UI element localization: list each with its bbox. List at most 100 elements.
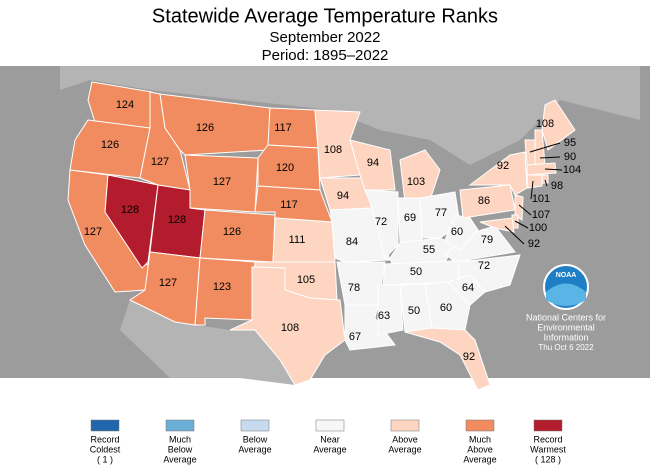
rank-label: 128 — [121, 204, 139, 216]
rank-labels: 124 126 127 128 127 126 127 128 126 127 123 117 120 1… — [84, 99, 581, 363]
title: Statewide Average Temperature Ranks — [152, 5, 498, 27]
rank-label: 90 — [564, 151, 576, 163]
rank-label: 108 — [281, 322, 299, 334]
state — [404, 327, 491, 391]
legend-label: Average — [163, 454, 196, 464]
rank-label: 72 — [478, 260, 490, 272]
rank-label: 94 — [337, 190, 349, 202]
rank-label: 105 — [297, 274, 315, 286]
legend-label: Above — [467, 444, 493, 454]
rank-label: 108 — [324, 144, 342, 156]
legend-swatch — [315, 419, 345, 432]
legend-label: Average — [313, 444, 346, 454]
rank-label: 104 — [563, 164, 581, 176]
legend-label: Much — [469, 434, 491, 444]
subtitle: September 2022 — [270, 29, 381, 46]
legend-label: Average — [238, 444, 271, 454]
legend-label: Record — [90, 434, 119, 444]
state — [229, 266, 346, 386]
rank-label: 84 — [346, 236, 358, 248]
rank-label: 95 — [564, 137, 576, 149]
legend-swatch — [533, 419, 563, 432]
rank-label: 111 — [289, 234, 306, 246]
rank-label: 69 — [404, 212, 416, 224]
state — [377, 284, 404, 336]
rank-label: 55 — [423, 244, 435, 256]
legend-label: Near — [320, 434, 340, 444]
state — [514, 194, 524, 221]
rank-label: 127 — [151, 156, 169, 168]
mexico — [120, 300, 295, 385]
legend-swatch — [90, 419, 120, 432]
legend-label: Below — [168, 444, 193, 454]
state — [444, 214, 479, 251]
rank-label: 107 — [532, 209, 550, 221]
state — [399, 149, 441, 203]
state — [479, 217, 515, 233]
rank-label: 79 — [481, 234, 493, 246]
states — [67, 81, 576, 391]
rank-label: 50 — [408, 305, 420, 317]
rank-label: 120 — [276, 162, 294, 174]
state — [364, 189, 399, 259]
state — [104, 174, 159, 269]
leader-line — [504, 225, 525, 245]
legend-label: Much — [169, 434, 191, 444]
rank-label: 64 — [462, 282, 474, 294]
legend-swatch — [240, 419, 270, 432]
rank-label: 72 — [375, 216, 387, 228]
state — [541, 174, 549, 184]
state — [524, 139, 536, 166]
legend-label: Above — [392, 434, 418, 444]
rank-label: 78 — [348, 282, 360, 294]
rank-label: 92 — [497, 160, 509, 172]
credit-text: Information — [543, 332, 588, 342]
legend-label: Average — [388, 444, 421, 454]
rank-label: 86 — [478, 195, 490, 207]
rank-label: 127 — [84, 226, 102, 238]
leader-line — [530, 180, 534, 200]
rank-label: 101 — [532, 193, 550, 205]
rank-label: 108 — [536, 118, 554, 130]
credit-text: National Centers for — [526, 312, 606, 322]
legend-label: Below — [243, 434, 268, 444]
state — [69, 119, 151, 179]
legend-label: ( 128 ) — [535, 454, 561, 464]
legend-label: ( 1 ) — [97, 454, 113, 464]
rank-label: 126 — [223, 226, 241, 238]
period: Period: 1895–2022 — [262, 47, 389, 64]
state — [468, 151, 528, 196]
rank-label: 103 — [407, 176, 425, 188]
rank-label: 126 — [196, 122, 214, 134]
legend-swatch — [165, 419, 195, 432]
legend-label: Warmest — [530, 444, 566, 454]
rank-label: 127 — [213, 176, 231, 188]
rank-label: 100 — [529, 222, 547, 234]
noaa-logo-wave — [546, 283, 586, 306]
rank-label: 117 — [274, 122, 292, 134]
leader-line — [544, 168, 563, 171]
rank-label: 128 — [168, 214, 186, 226]
rank-label: 60 — [440, 302, 452, 314]
state — [526, 174, 543, 189]
state — [424, 281, 471, 331]
credit-text: Environmental — [537, 322, 595, 332]
rank-label: 50 — [410, 266, 422, 278]
rank-label: 63 — [378, 310, 390, 322]
rank-label: 94 — [367, 157, 379, 169]
rank-label: 92 — [528, 238, 540, 250]
credit: National Centers forEnvironmentalInforma… — [526, 312, 606, 352]
leader-line — [544, 179, 548, 187]
rank-label: 60 — [451, 226, 463, 238]
rank-label: 117 — [280, 199, 298, 211]
rank-label: 77 — [435, 207, 447, 219]
rank-label: 124 — [116, 99, 134, 111]
rank-label: 127 — [159, 277, 177, 289]
legend-swatch — [465, 419, 495, 432]
rank-label: 67 — [349, 331, 361, 343]
rank-label: 98 — [551, 180, 563, 192]
legend-label: Record — [533, 434, 562, 444]
